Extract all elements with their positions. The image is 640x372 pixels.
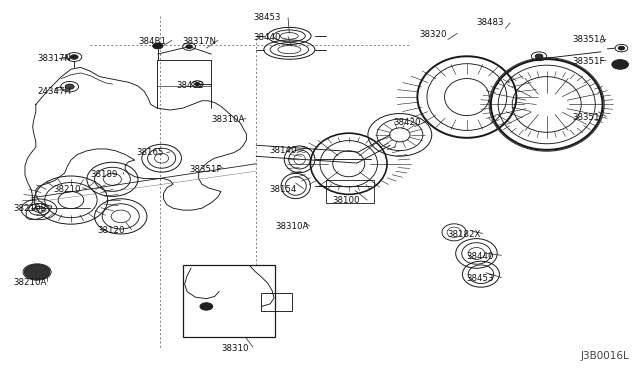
Text: 38100: 38100 [333,196,360,205]
Text: 24347H: 24347H [38,87,72,96]
Text: 38482: 38482 [176,81,204,90]
Circle shape [618,46,625,50]
Text: 38140: 38140 [269,146,296,155]
Text: 38351A: 38351A [572,35,605,44]
Text: 38351F: 38351F [572,57,605,66]
Text: 38483: 38483 [476,19,504,28]
Bar [261,294,292,311]
Text: 384B1: 384B1 [138,37,166,46]
Text: 38320: 38320 [419,29,447,39]
Circle shape [65,84,74,89]
Text: 38351F: 38351F [189,165,221,174]
Text: 38165: 38165 [136,148,164,157]
Text: 38210B: 38210B [13,204,47,213]
Bar [182,265,275,337]
Circle shape [535,54,543,58]
Circle shape [186,45,192,48]
Text: 38317N: 38317N [182,37,217,46]
Text: 38351: 38351 [572,113,600,122]
Text: 38210A: 38210A [13,278,47,287]
Circle shape [612,60,628,69]
Text: 38317N: 38317N [38,54,72,62]
Text: 38440: 38440 [253,33,280,42]
Text: 38120: 38120 [98,226,125,235]
Text: 38154: 38154 [269,185,296,194]
Text: J3B0016L: J3B0016L [581,351,630,361]
Circle shape [70,55,78,59]
Circle shape [153,43,163,49]
Text: 38453: 38453 [253,13,280,22]
Text: 38440: 38440 [467,252,494,261]
Text: 38310A: 38310A [275,222,308,231]
Circle shape [200,303,212,310]
Text: 38453: 38453 [467,274,494,283]
Text: 38310A: 38310A [211,115,245,124]
Text: 38310: 38310 [221,344,248,353]
Text: 38189: 38189 [90,170,118,179]
Bar [326,180,374,203]
Text: 38210: 38210 [53,185,81,194]
Circle shape [195,83,200,86]
Circle shape [24,264,50,279]
Text: 38420: 38420 [394,119,421,128]
Text: 38182X: 38182X [448,230,481,239]
